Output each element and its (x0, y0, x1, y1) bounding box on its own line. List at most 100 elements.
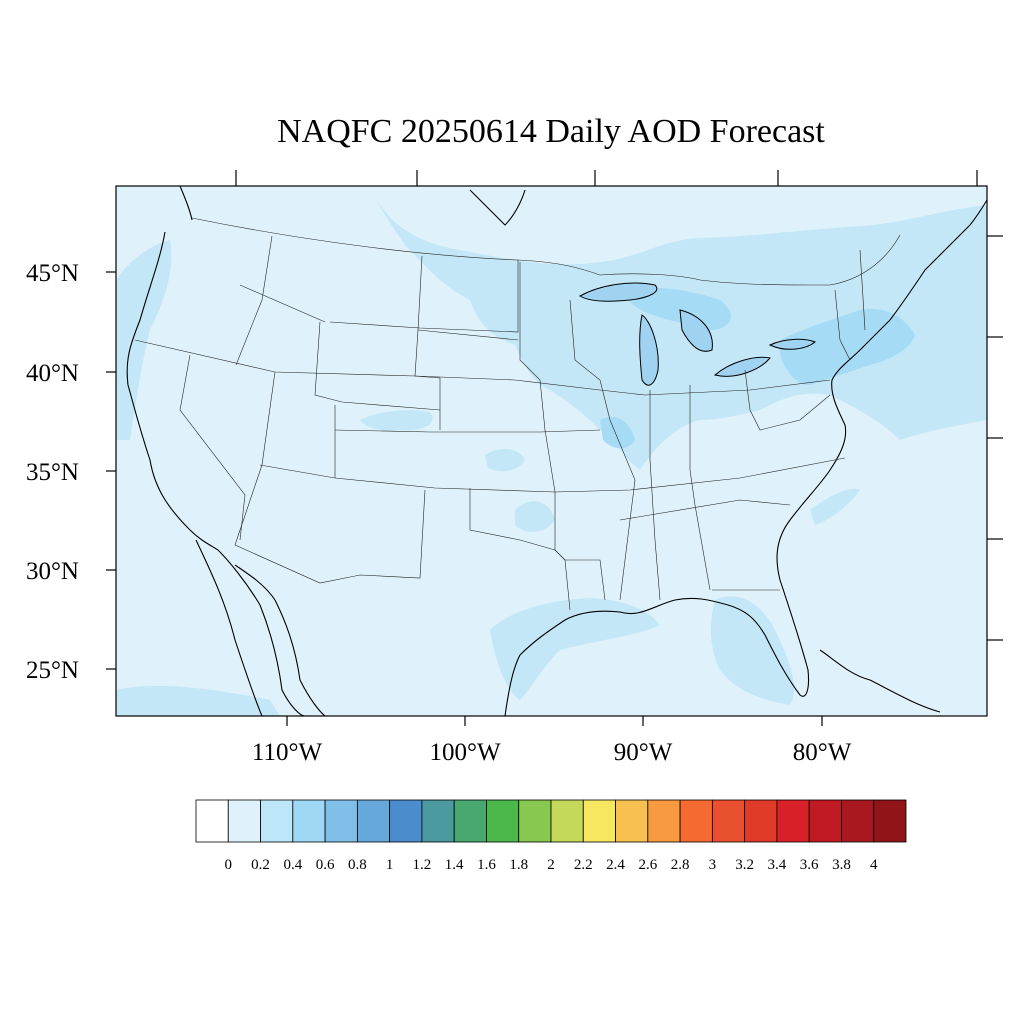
colorbar-label: 0.4 (283, 857, 302, 873)
colorbar-swatch (550, 799, 584, 843)
border-oh-ga (689, 385, 711, 591)
colorbar-swatch (582, 799, 616, 843)
lake-huron (679, 309, 713, 352)
border-id-mt (235, 235, 273, 366)
colorbar-swatch (808, 799, 842, 843)
colorbar-label: 1.6 (477, 857, 496, 873)
lat-label-45n: 45°N (26, 260, 79, 287)
border-sd-ne (417, 329, 519, 341)
colorbar-swatch (421, 799, 455, 843)
great-lakes (578, 282, 816, 386)
aod-contours (116, 186, 987, 716)
caribbean-coast (819, 649, 941, 713)
colorbar-swatch (841, 799, 875, 843)
aod-region-florida (710, 596, 795, 705)
colorbar-swatch (711, 799, 746, 843)
lake-superior (578, 282, 658, 302)
lake-erie (713, 356, 771, 377)
colorbar-swatch (195, 799, 229, 843)
colorbar-label: 1 (386, 857, 394, 873)
state-borders (134, 217, 901, 611)
colorbar-label: 2.6 (638, 857, 657, 873)
lake-michigan (639, 314, 659, 386)
east-gulf-coast (504, 199, 988, 717)
lon-label-110w: 110°W (252, 739, 323, 766)
coastlines (126, 185, 988, 717)
colorbar-label: 0.2 (251, 857, 270, 873)
colorbar-swatch (227, 799, 261, 843)
colorbar-swatch (260, 799, 294, 843)
colorbar-label: 2 (547, 857, 555, 873)
lat-label-25n: 25°N (26, 657, 79, 684)
aod-region-atlantic (810, 488, 860, 525)
aod-region-colorado (360, 410, 433, 431)
colorbar-label: 1.2 (413, 857, 432, 873)
aod-region-north (370, 186, 987, 470)
map-ticks (106, 170, 1003, 726)
colorbar-swatch (873, 799, 907, 843)
colorbar-label: 3 (709, 857, 717, 873)
aod-region-northeast (780, 308, 915, 385)
colorbar-swatch (776, 799, 810, 843)
border-nd-sd-ne (414, 255, 441, 430)
border-nh-me (859, 249, 866, 331)
gulf-of-california-coast (234, 564, 326, 717)
border-wy-sd (329, 260, 519, 333)
border-ny-vt (834, 289, 851, 361)
border-wy-co (314, 321, 441, 411)
colorbar-swatch (744, 799, 778, 843)
west-coast (126, 231, 306, 717)
lon-label-100w: 100°W (429, 739, 500, 766)
border-az-nm (234, 371, 426, 584)
border-wi-il-ms (569, 299, 636, 601)
colorbar: 0 0.2 0.4 0.6 0.8 1 1.2 1.4 1.6 1.8 2 2.2 2.4 2.6 2.8 3… (195, 799, 907, 873)
colorbar-swatch (356, 799, 391, 843)
border-pa-va (744, 369, 831, 431)
colorbar-label: 0.8 (348, 857, 367, 873)
aod-region-illinois (600, 416, 635, 449)
baja-coast (195, 539, 263, 717)
canada-coast-hudson (469, 189, 526, 226)
lat-label-35n: 35°N (26, 459, 79, 486)
colorbar-label: 3.8 (832, 857, 851, 873)
colorbar-swatch (292, 799, 326, 843)
border-37n (334, 429, 601, 433)
border-mn-ia-mo (519, 262, 556, 493)
colorbar-swatch (324, 799, 358, 843)
colorbar-swatch (486, 799, 520, 843)
aod-region-great-lakes (628, 288, 731, 330)
lake-ontario (768, 338, 816, 350)
colorbar-swatch (453, 799, 487, 843)
border-ar-la (554, 492, 606, 601)
border-ca-nv (179, 354, 246, 541)
colorbar-swatch (615, 799, 649, 843)
colorbar-swatch (647, 799, 681, 843)
map-frame (115, 185, 988, 717)
colorbar-label: 3.4 (768, 857, 787, 873)
border-tx-ok (469, 488, 571, 611)
colorbar-label: 2.8 (671, 857, 690, 873)
aod-region-kansas (485, 448, 525, 472)
aod-region-gulf (490, 598, 660, 700)
aod-region-mexico (116, 685, 280, 716)
figure-title: NAQFC 20250614 Daily AOD Forecast (277, 113, 825, 150)
colorbar-swatch (518, 799, 552, 843)
puget-coast (179, 185, 193, 221)
colorbar-label: 2.2 (574, 857, 593, 873)
colorbar-label: 0 (225, 857, 233, 873)
colorbar-swatch (389, 799, 423, 843)
map-panel: 45°N 40°N 35°N 30°N 25°N 110°W 100°W 90°… (26, 170, 1003, 766)
colorbar-label: 3.6 (800, 857, 819, 873)
lat-label-30n: 30°N (26, 558, 79, 585)
colorbar-label: 0.6 (316, 857, 335, 873)
lat-label-40n: 40°N (26, 360, 79, 387)
lon-label-80w: 80°W (793, 739, 852, 766)
lon-label-90w: 90°W (614, 739, 673, 766)
colorbar-label: 4 (870, 857, 878, 873)
border-tn-south (619, 499, 791, 521)
border-in-al (649, 390, 661, 601)
aod-region-oklahoma (515, 501, 555, 532)
colorbar-label: 3.2 (735, 857, 754, 873)
border-40n (134, 339, 831, 396)
